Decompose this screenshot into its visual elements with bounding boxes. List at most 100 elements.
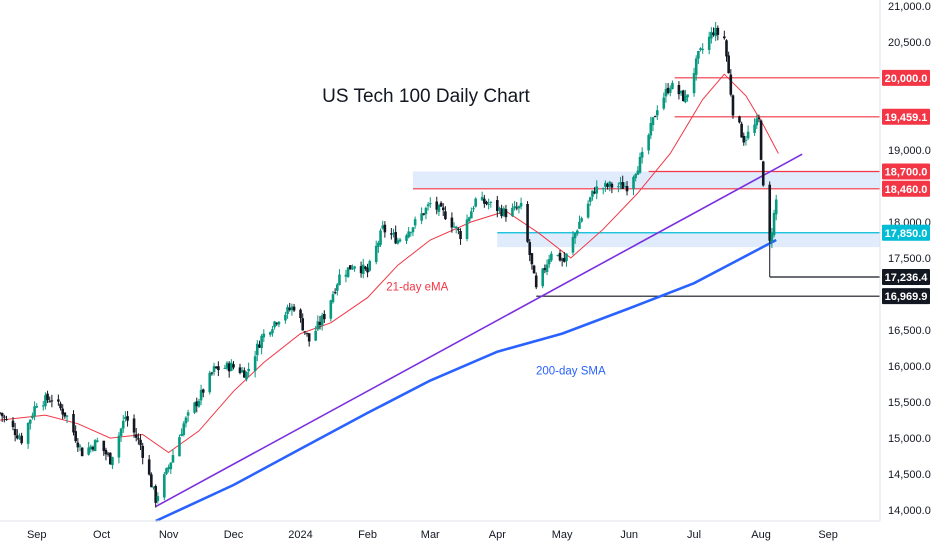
plot-area [0,0,880,521]
x-tick-1: Oct [93,529,110,541]
candle-body-117 [351,268,354,270]
candle-body-57 [169,462,173,470]
candle-body-3 [5,419,8,421]
candle-body-177 [532,265,536,274]
candle-body-179 [541,268,545,287]
candle-body-53 [156,496,160,502]
candle-body-242 [729,74,733,95]
annotations: 21-day eMA 200-day SMA [386,281,606,377]
candle-body-55 [165,468,168,474]
candle-body-21 [61,408,65,415]
candle-body-133 [398,239,402,242]
candle-body-34 [102,440,106,451]
candle-body-170 [513,206,516,208]
candle-body-30 [89,446,93,450]
candle-body-50 [150,474,153,488]
candle-body-132 [396,240,400,244]
candle-body-216 [651,117,655,125]
candle-body-160 [483,198,486,204]
candle-body-201 [606,184,609,187]
candle-body-226 [681,90,685,102]
candle-body-91 [273,321,276,328]
candle-body-42 [124,416,127,419]
candle-body-153 [459,231,462,240]
candle-body-159 [480,197,484,201]
x-tick-4: 2024 [288,529,312,541]
candle-body-113 [338,274,341,285]
candle-body-135 [407,231,410,238]
candle-body-63 [186,412,190,416]
candle-body-40 [119,428,123,437]
candle-body-12 [33,406,36,417]
y-tick-4: 17,500.0 [888,253,931,265]
candle-body-167 [502,208,506,216]
candle-body-26 [76,442,80,448]
candle-body-94 [284,314,287,321]
candle-body-89 [268,332,272,335]
candle-body-150 [452,226,456,228]
level-label-1: 19,459.1 [885,112,928,124]
candle-body-103 [307,333,311,342]
candle-body-4 [11,420,15,428]
candle-body-158 [474,198,477,207]
candle-body-5 [13,428,17,436]
candle-body-38 [111,456,114,466]
candle-body-192 [578,221,581,229]
candle-body-203 [610,183,614,188]
candle-body-142 [426,204,430,207]
candle-body-70 [210,372,214,374]
candle-body-202 [608,181,612,187]
candle-body-47 [139,439,142,446]
candle-body-189 [571,236,575,253]
candle-body-224 [677,84,681,95]
candle-body-148 [444,211,447,220]
candle-body-99 [299,309,302,319]
candle-body-10 [28,419,32,424]
candle-body-253 [761,161,765,186]
candle-body-206 [621,182,625,189]
zone-1 [497,232,880,248]
candle-body-36 [106,453,110,455]
candle-body-214 [647,135,650,151]
candle-body-71 [212,366,216,373]
candle-body-6 [15,435,19,439]
candle-body-15 [44,395,47,407]
candle-body-126 [379,230,382,245]
x-tick-11: Aug [751,529,771,541]
candle-body-128 [383,224,387,233]
y-tick-10: 14,000.0 [888,505,931,517]
candle-body-90 [271,329,274,334]
level-label-bg-1 [882,108,930,125]
candle-body-82 [245,371,248,380]
candle-body-205 [619,182,622,185]
candle-body-125 [377,242,380,247]
candle-body-100 [301,318,305,331]
candle-body-44 [132,418,136,433]
x-axis[interactable]: Sep Oct Nov Dec 2024 Feb Mar Apr May Jun Jul Aug Sep [27,529,838,541]
candle-body-228 [686,94,689,98]
candle-body-137 [411,227,415,233]
x-tick-10: Jul [687,529,701,541]
candle-body-210 [634,174,637,179]
y-axis[interactable]: 21,000.020,500.019,000.018,000.017,500.0… [888,1,931,517]
sma200-path [155,238,777,523]
candle-body-75 [225,362,229,369]
level-label-5: 17,236.4 [885,272,929,284]
candle-body-62 [184,417,188,424]
candle-body-41 [121,420,125,429]
candle-body-199 [601,188,605,190]
candle-body-121 [364,266,367,269]
candle-body-96 [288,307,292,310]
candle-body-78 [232,364,235,368]
y-tick-8: 15,000.0 [888,433,931,445]
candle-body-29 [87,447,90,455]
candle-body-255 [770,233,774,243]
candle-body-257 [774,199,778,215]
candle-body-193 [580,218,583,222]
x-tick-0: Sep [27,529,47,541]
candle-body-114 [344,274,348,277]
candle-body-39 [117,435,121,458]
candle-body-161 [485,201,488,205]
candle-body-212 [638,157,642,173]
